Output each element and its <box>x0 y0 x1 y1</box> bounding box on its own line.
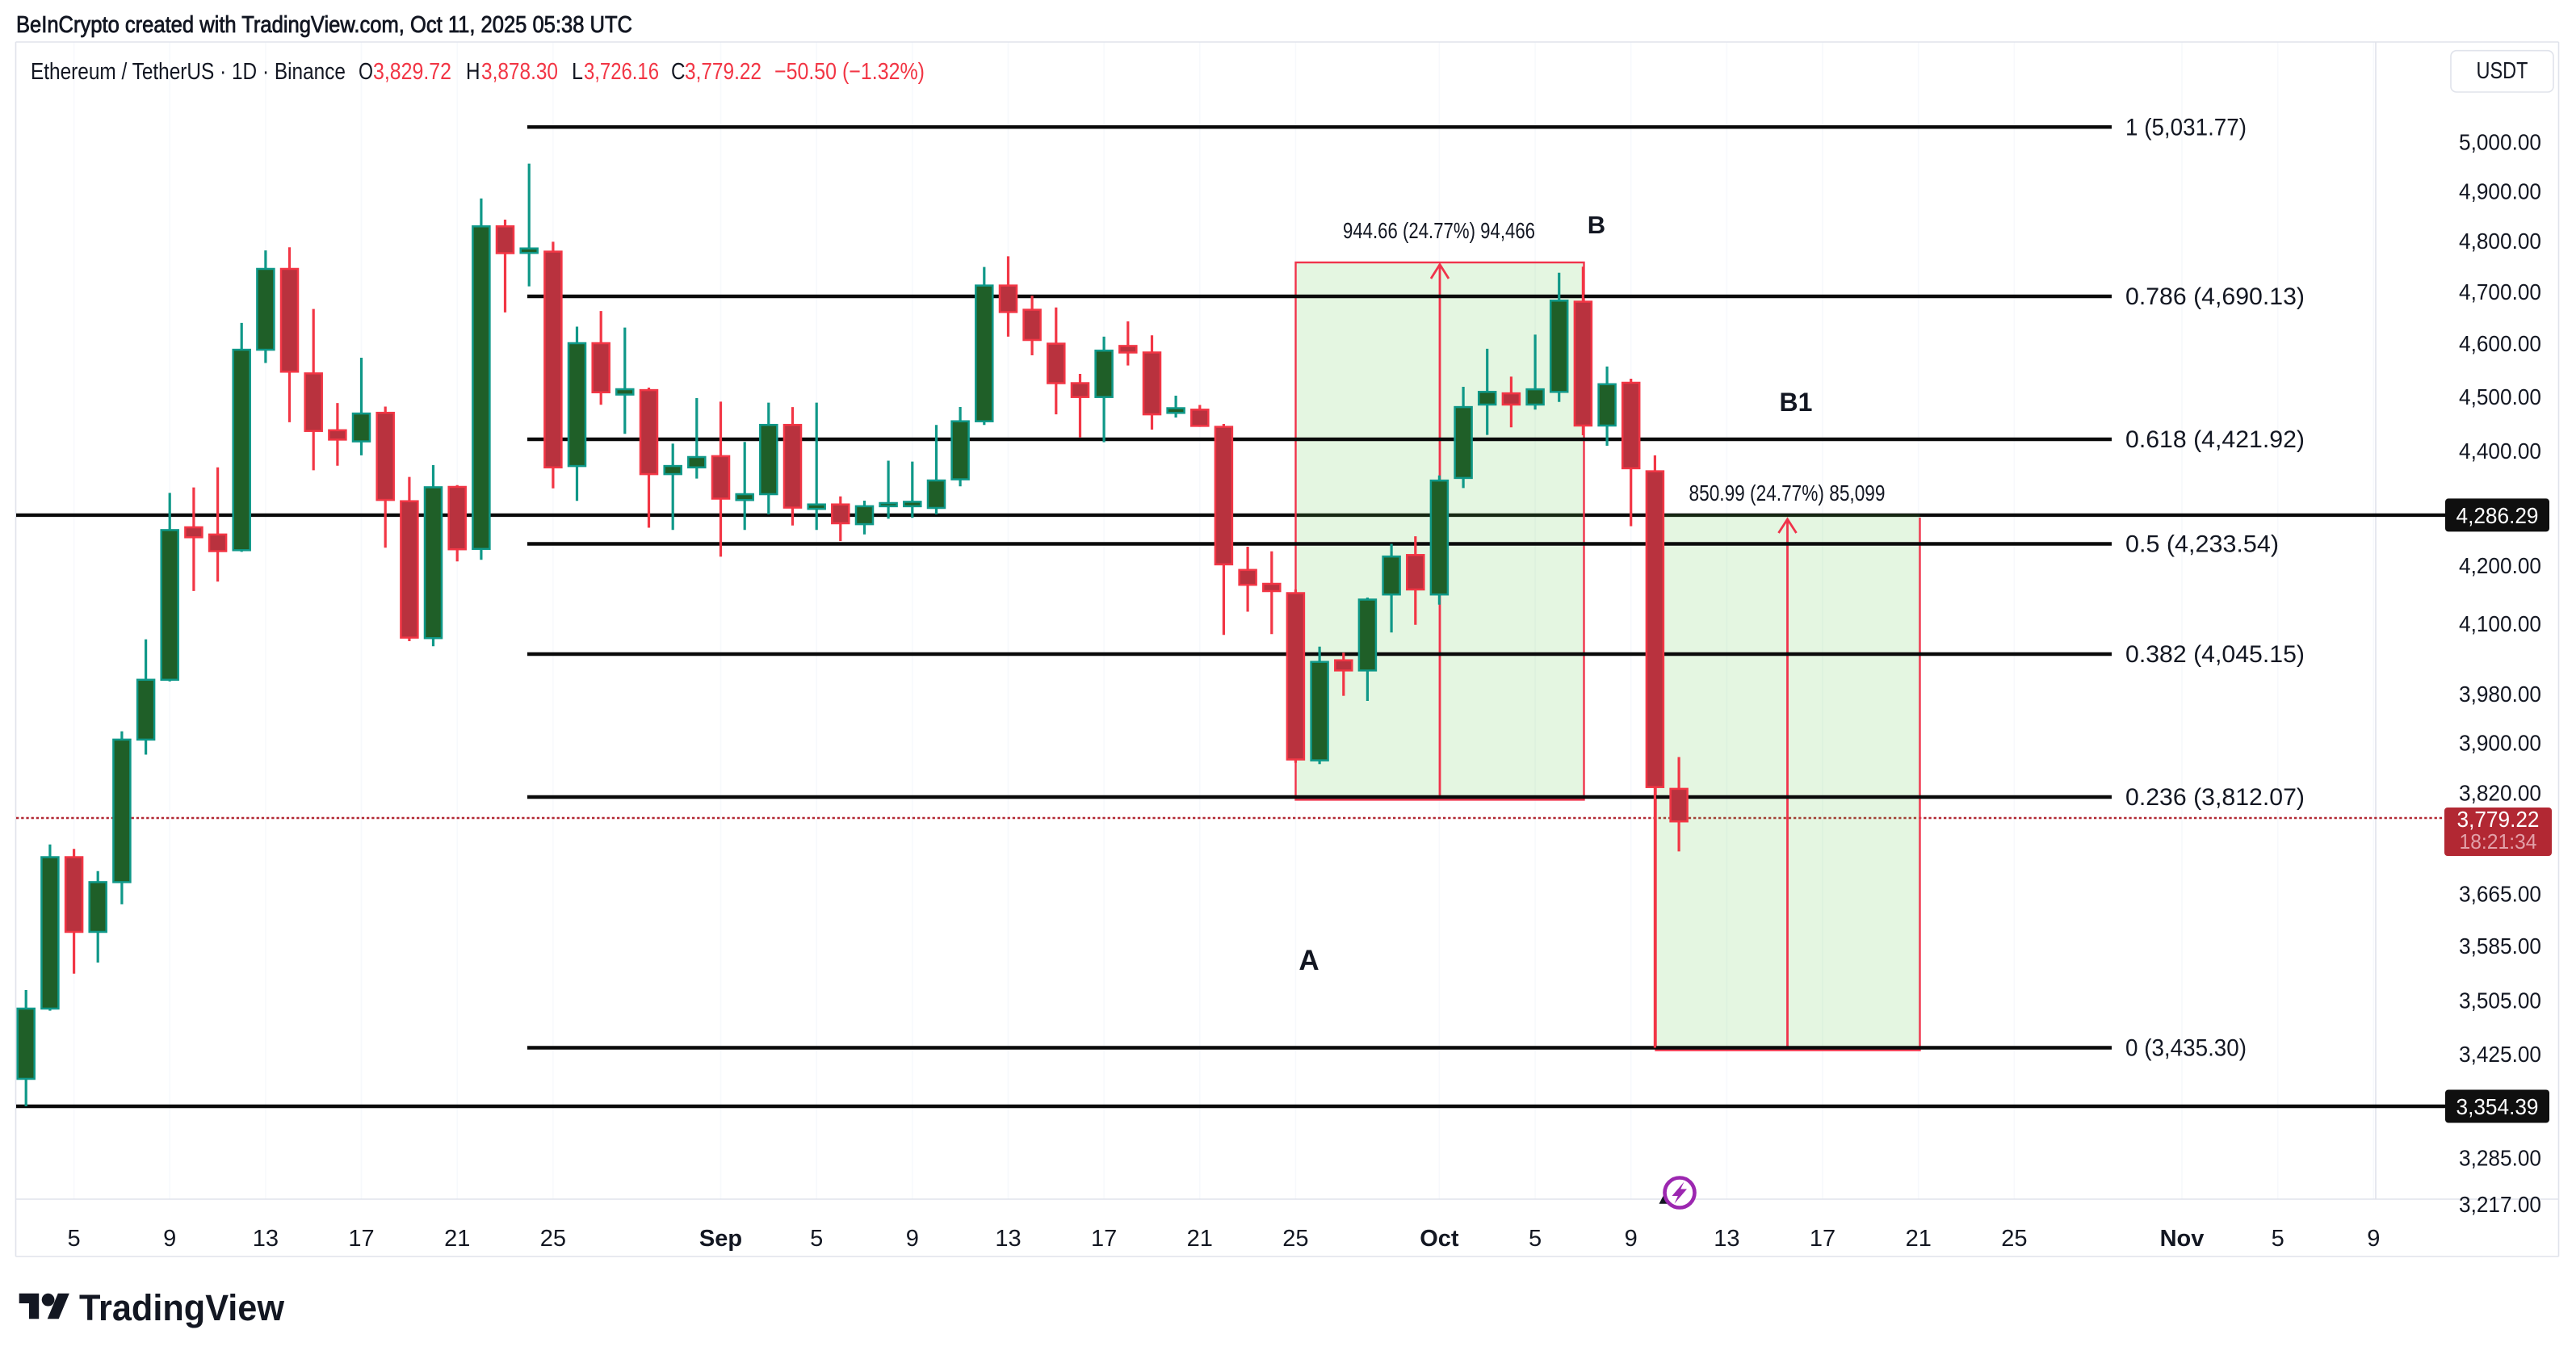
svg-text:4,700.00: 4,700.00 <box>2459 279 2541 304</box>
svg-text:0.382 (4,045.15): 0.382 (4,045.15) <box>2125 641 2305 668</box>
svg-text:5: 5 <box>68 1226 81 1252</box>
svg-text:3,665.00: 3,665.00 <box>2459 882 2541 907</box>
svg-text:13: 13 <box>1714 1226 1739 1252</box>
svg-text:3,878.30: 3,878.30 <box>481 59 558 85</box>
svg-text:13: 13 <box>995 1226 1021 1252</box>
svg-text:3,505.00: 3,505.00 <box>2459 988 2541 1013</box>
svg-text:9: 9 <box>163 1226 176 1252</box>
svg-text:3,820.00: 3,820.00 <box>2459 781 2541 806</box>
svg-text:0.236 (3,812.07): 0.236 (3,812.07) <box>2125 784 2305 811</box>
svg-text:21: 21 <box>1187 1226 1213 1252</box>
svg-text:850.99 (24.77%) 85,099: 850.99 (24.77%) 85,099 <box>1689 480 1886 506</box>
svg-text:4,500.00: 4,500.00 <box>2459 384 2541 409</box>
svg-text:5: 5 <box>810 1226 823 1252</box>
svg-text:B1: B1 <box>1780 388 1813 417</box>
svg-text:5,000.00: 5,000.00 <box>2459 130 2541 155</box>
svg-text:0.5 (4,233.54): 0.5 (4,233.54) <box>2125 531 2279 558</box>
svg-text:3,829.72: 3,829.72 <box>373 59 451 85</box>
svg-text:21: 21 <box>444 1226 470 1252</box>
svg-text:9: 9 <box>906 1226 919 1252</box>
svg-text:TradingView: TradingView <box>79 1287 285 1328</box>
svg-text:3,980.00: 3,980.00 <box>2459 682 2541 707</box>
svg-text:3,217.00: 3,217.00 <box>2459 1192 2541 1217</box>
svg-text:4,400.00: 4,400.00 <box>2459 438 2541 464</box>
svg-text:O: O <box>359 59 373 85</box>
svg-text:3,425.00: 3,425.00 <box>2459 1042 2541 1067</box>
svg-text:0.786 (4,690.13): 0.786 (4,690.13) <box>2125 283 2305 310</box>
svg-text:A: A <box>1298 945 1319 976</box>
svg-text:9: 9 <box>1625 1226 1638 1252</box>
svg-text:5: 5 <box>1529 1226 1542 1252</box>
svg-text:Ethereum / TetherUS · 1D · Bin: Ethereum / TetherUS · 1D · Binance <box>31 59 346 85</box>
svg-text:18:21:34: 18:21:34 <box>2460 829 2537 854</box>
svg-text:944.66 (24.77%) 94,466: 944.66 (24.77%) 94,466 <box>1343 218 1535 243</box>
svg-text:4,200.00: 4,200.00 <box>2459 553 2541 578</box>
svg-text:4,800.00: 4,800.00 <box>2459 229 2541 254</box>
svg-text:3,354.39: 3,354.39 <box>2456 1094 2539 1119</box>
svg-text:25: 25 <box>1282 1226 1308 1252</box>
svg-text:13: 13 <box>253 1226 279 1252</box>
svg-text:C: C <box>671 59 686 85</box>
svg-text:17: 17 <box>348 1226 374 1252</box>
svg-text:17: 17 <box>1810 1226 1836 1252</box>
svg-text:3,779.22: 3,779.22 <box>2457 807 2540 832</box>
svg-text:USDT: USDT <box>2477 58 2528 84</box>
svg-text:3,585.00: 3,585.00 <box>2459 933 2541 959</box>
svg-text:4,900.00: 4,900.00 <box>2459 179 2541 204</box>
svg-text:Nov: Nov <box>2160 1226 2205 1252</box>
svg-text:5: 5 <box>2272 1226 2284 1252</box>
svg-text:3,900.00: 3,900.00 <box>2459 731 2541 756</box>
svg-text:L: L <box>572 59 583 85</box>
svg-text:−50.50 (−1.32%): −50.50 (−1.32%) <box>774 59 925 85</box>
svg-text:3,779.22: 3,779.22 <box>685 59 761 85</box>
svg-text:0.618 (4,421.92): 0.618 (4,421.92) <box>2125 426 2305 453</box>
svg-text:Oct: Oct <box>1420 1226 1459 1252</box>
svg-text:1 (5,031.77): 1 (5,031.77) <box>2125 114 2247 141</box>
svg-text:3,285.00: 3,285.00 <box>2459 1146 2541 1171</box>
svg-text:21: 21 <box>1906 1226 1932 1252</box>
svg-text:3,726.16: 3,726.16 <box>584 59 659 85</box>
svg-text:4,286.29: 4,286.29 <box>2456 503 2539 528</box>
svg-text:25: 25 <box>540 1226 566 1252</box>
svg-text:4,100.00: 4,100.00 <box>2459 611 2541 636</box>
svg-text:B: B <box>1588 211 1605 239</box>
svg-text:25: 25 <box>2001 1226 2027 1252</box>
svg-text:BeInCrypto created with Tradin: BeInCrypto created with TradingView.com,… <box>16 12 632 38</box>
svg-text:17: 17 <box>1091 1226 1117 1252</box>
svg-text:0 (3,435.30): 0 (3,435.30) <box>2125 1035 2247 1062</box>
svg-text:H: H <box>466 59 480 85</box>
svg-text:9: 9 <box>2367 1226 2380 1252</box>
svg-text:4,600.00: 4,600.00 <box>2459 331 2541 356</box>
svg-text:Sep: Sep <box>699 1226 742 1252</box>
